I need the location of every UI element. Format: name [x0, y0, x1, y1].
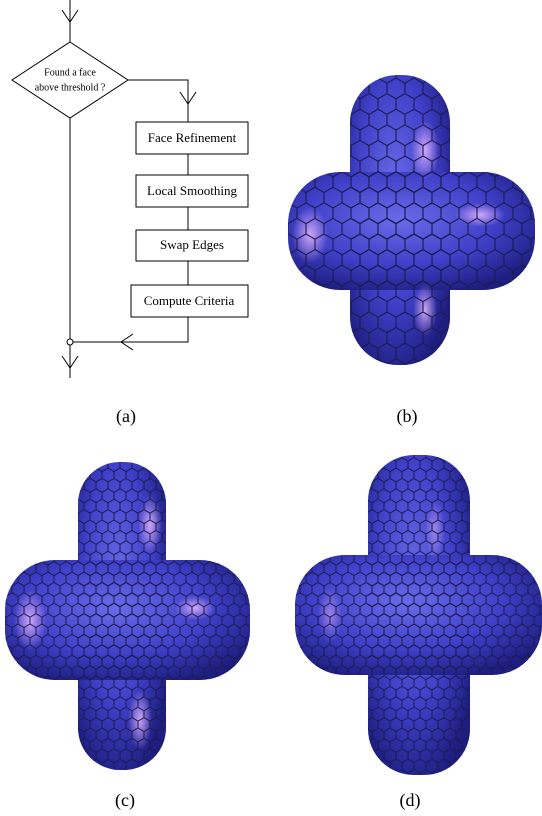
junction [66, 338, 74, 346]
arrow-head [61, 355, 79, 369]
caption: (d) [400, 790, 421, 811]
caption: (c) [115, 790, 135, 811]
step-label: Local Smoothing [147, 183, 237, 198]
decision-text: Found a face [44, 67, 96, 78]
arrow-head [179, 91, 197, 105]
decision-text: above threshold ? [35, 82, 106, 93]
decision-diamond [11, 41, 129, 119]
step-box [130, 284, 249, 318]
connector [70, 317, 189, 343]
step-box [135, 121, 249, 155]
mesh-b [288, 75, 535, 365]
step-label: Compute Criteria [144, 293, 235, 308]
mesh-c [5, 462, 250, 770]
step-label: Swap Edges [160, 237, 224, 252]
caption: (b) [397, 406, 418, 427]
mesh-d [295, 455, 542, 775]
connector [128, 79, 189, 122]
caption: (a) [116, 406, 136, 427]
arrow-head [120, 333, 134, 351]
step-label: Face Refinement [148, 130, 237, 145]
flowchart: Found a face above threshold ? Face Refi… [11, 0, 249, 378]
step-box [135, 229, 249, 262]
arrow-head [61, 9, 79, 23]
step-box [135, 174, 249, 208]
